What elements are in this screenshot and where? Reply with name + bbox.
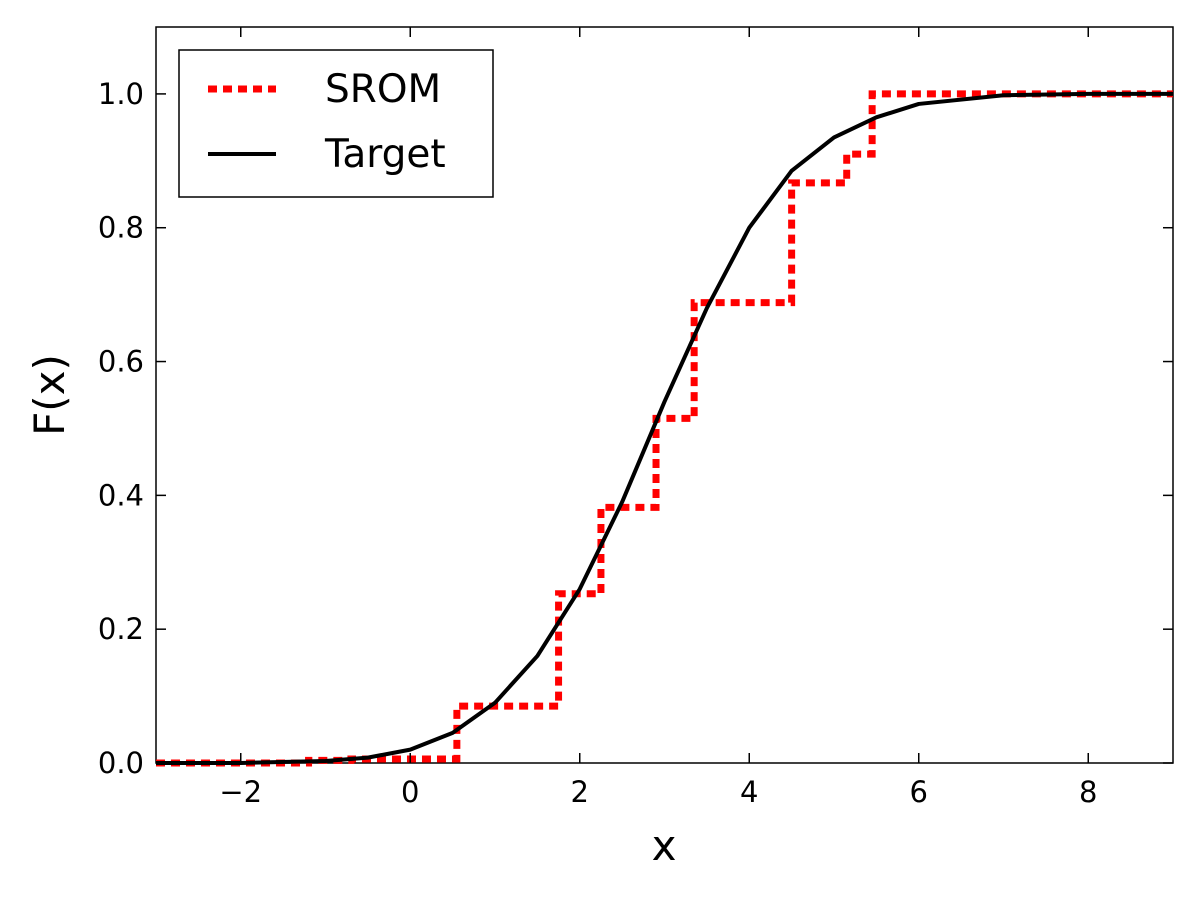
series-line-target (156, 91, 1173, 765)
y-tick-label: 1.0 (98, 77, 144, 111)
x-axis-title: x (652, 821, 677, 870)
ticks-layer: −2 0 2 4 6 8 0.0 0.2 0.4 0.6 0.8 1.0 (98, 27, 1173, 809)
x-tick-label: 6 (910, 775, 928, 809)
legend-frame (178, 49, 494, 198)
x-tick-label: 8 (1079, 775, 1097, 809)
x-tick-label: 4 (740, 775, 758, 809)
y-tick-label: 0.6 (98, 345, 144, 379)
x-tick-label: 0 (401, 775, 419, 809)
y-tick-label: 0.0 (98, 746, 144, 780)
y-tick-label: 0.2 (98, 612, 144, 646)
legend-label-target: Target (324, 132, 446, 177)
series-layer (156, 90, 1173, 767)
y-tick-label: 0.4 (98, 478, 144, 512)
y-tick-label: 0.8 (98, 211, 144, 245)
x-tick-label: −2 (219, 775, 262, 809)
x-tick-label: 2 (571, 775, 589, 809)
y-axis-title: F(x) (25, 354, 74, 436)
legend-label-srom: SROM (325, 67, 441, 112)
legend: SROM Target (178, 49, 494, 198)
